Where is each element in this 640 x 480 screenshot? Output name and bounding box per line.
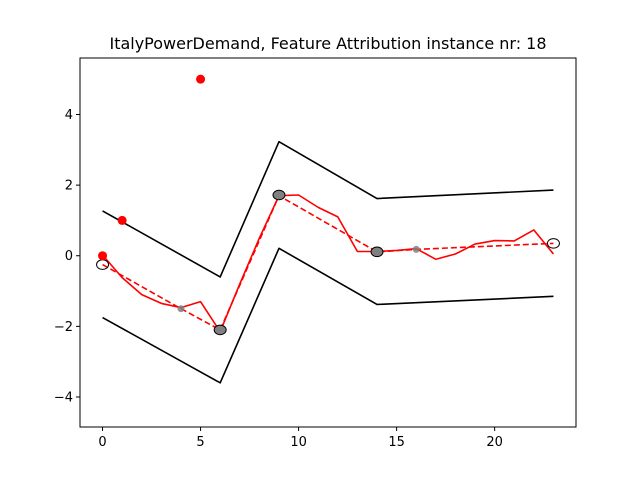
plot-area: [96, 74, 560, 384]
attribution-point: [117, 215, 127, 225]
y-axis: −4 −2 0 2 4: [54, 108, 80, 405]
series-line-0: [102, 140, 554, 278]
x-tick-label: 10: [290, 435, 307, 450]
small-marker: [177, 305, 185, 313]
open-circle-marker: [546, 238, 560, 249]
y-tick-label: 4: [65, 108, 73, 123]
filled-circle-marker: [370, 246, 384, 258]
y-tick-label: 2: [65, 179, 73, 194]
x-tick-label: 5: [196, 435, 204, 450]
x-tick-label: 15: [388, 435, 405, 450]
y-tick-label: −4: [54, 390, 73, 405]
filled-circle-marker: [272, 189, 286, 201]
attribution-point: [196, 74, 206, 84]
y-tick-label: 0: [65, 249, 73, 264]
series-line-2: [101, 194, 555, 333]
filled-circle-marker: [213, 324, 227, 336]
y-tick-label: −2: [54, 320, 73, 335]
x-tick-label: 0: [98, 435, 106, 450]
x-tick-label: 20: [486, 435, 503, 450]
series-line-3: [102, 194, 554, 331]
series-line-1: [102, 247, 554, 384]
attribution-point: [98, 251, 108, 261]
axes-frame: [79, 57, 577, 428]
chart-title: ItalyPowerDemand, Feature Attribution in…: [109, 34, 546, 53]
small-marker: [412, 245, 420, 253]
x-axis: 0 5 10 15 20: [98, 427, 503, 450]
